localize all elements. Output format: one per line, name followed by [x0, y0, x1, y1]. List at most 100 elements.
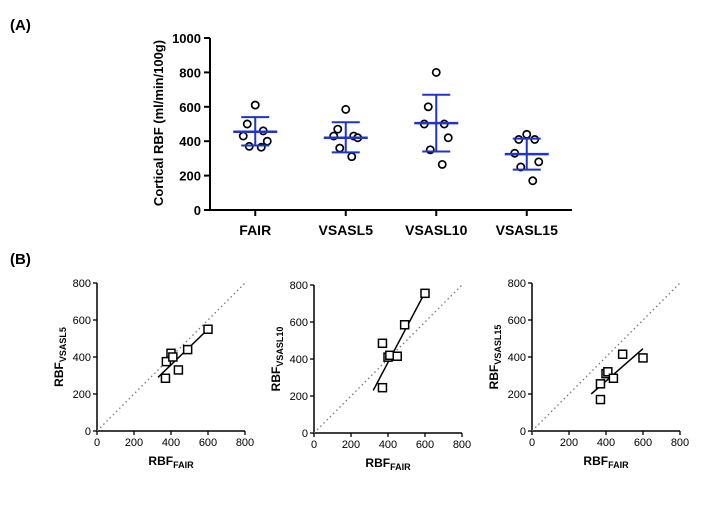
- panel-b1-y-tick-label: 200: [73, 389, 91, 401]
- panel-b2-data-point: [420, 288, 430, 299]
- panel-b2-x-tick-label: 200: [342, 439, 360, 451]
- panel-b3-x-tick-label: 600: [634, 437, 652, 449]
- panel-a-y-axis-label: Cortical RBF (ml/min/100g): [151, 40, 166, 206]
- panel-b2-x-axis-label: RBFFAIR: [365, 456, 411, 472]
- panel-b2-y-tick-label: 400: [290, 354, 308, 366]
- panel-b3-y-axis-label-main: RBF: [487, 365, 501, 390]
- panel-a-data-point: [335, 143, 345, 153]
- panel-b1-x-axis-label: RBFFAIR: [148, 454, 194, 470]
- panel-a-x-tick-label: FAIR: [239, 222, 271, 238]
- panel-a-data-point: [431, 67, 441, 77]
- panel-b2-x-tick-label: 400: [379, 439, 397, 451]
- panel-b2-y-tick-label: 200: [290, 391, 308, 403]
- panel-a-data-point: [534, 157, 544, 167]
- panel-b3-x-axis-label-sub: FAIR: [608, 460, 629, 470]
- panel-a-y-tick-label: 400: [179, 134, 201, 149]
- panel-b2-y-tick-label: 800: [290, 280, 308, 292]
- panel-b1-data-point: [160, 373, 171, 384]
- panel-b1-x-tick-label: 0: [94, 437, 100, 449]
- panel-b3-x-tick-label: 800: [671, 437, 689, 449]
- panel-b3-plot: 0 200 400 600 8000200400600800RBFFAIRRBFVSAS…: [487, 278, 689, 470]
- panel-b2-y-axis-label-main: RBF: [269, 367, 283, 392]
- panel-b3-identity-line: [531, 282, 681, 432]
- panel-a-data-point: [528, 176, 538, 186]
- panel-b3-data-point: [638, 353, 648, 363]
- panel-b3-y-tick-label: 600: [508, 315, 526, 327]
- panel-b3-y-axis-label-sub: VSASL15: [493, 325, 503, 365]
- panel-b2-data-point: [392, 351, 402, 361]
- panel-b3-data-point: [595, 394, 606, 405]
- panel-b3-x-tick-label: 0: [529, 437, 535, 449]
- panel-b1-data-point: [173, 365, 184, 375]
- panel-a-data-point: [437, 159, 447, 169]
- panel-b2-x-tick-label: 800: [453, 439, 471, 451]
- panel-b2-x-axis-label-main: RBF: [365, 456, 390, 470]
- panel-b1-x-axis-label-sub: FAIR: [173, 460, 194, 470]
- panel-b3-data-point: [603, 367, 613, 377]
- panel-label-b: (B): [10, 251, 31, 268]
- panel-a-x-tick-label: VSASL15: [496, 222, 558, 238]
- panel-b3-x-tick-label: 400: [597, 437, 615, 449]
- panel-a-y-tick-label: 600: [179, 100, 201, 115]
- panel-b3-y-axis-label: RBFVSASL15: [487, 325, 503, 390]
- panel-b1-data-point: [182, 344, 193, 355]
- panel-b3-y-tick-label: 400: [508, 352, 526, 364]
- panel-b1-data-point: [203, 324, 213, 334]
- panel-a-data-point: [250, 100, 260, 110]
- panel-b1-x-tick-label: 800: [236, 437, 254, 449]
- panel-a-data-point: [341, 104, 351, 114]
- panel-a-data-point: [333, 124, 343, 134]
- panel-a-y-tick-label: 800: [179, 65, 201, 80]
- panel-b2-y-tick-label: 0: [302, 428, 308, 440]
- panel-b2-x-tick-label: 600: [416, 439, 434, 451]
- panel-b2-data-point: [399, 320, 410, 330]
- panel-b2-x-tick-label: 0: [311, 439, 317, 451]
- panel-b2-y-axis-label-sub: VSASL10: [275, 327, 285, 367]
- panel-b1-y-tick-label: 400: [73, 352, 91, 364]
- panel-b3-data-point: [608, 373, 619, 384]
- panel-b3-data-point: [617, 349, 628, 359]
- panel-a-y-tick-label: 0: [194, 203, 201, 218]
- panel-a-data-point: [522, 129, 532, 139]
- panel-a-data-point: [238, 131, 248, 141]
- panel-b3-x-axis-label: RBFFAIR: [583, 454, 629, 470]
- panel-b2-fit-line: [372, 292, 426, 391]
- panel-b1-y-axis-label-main: RBF: [52, 362, 66, 387]
- panel-b1-y-tick-label: 0: [85, 426, 91, 438]
- panel-b1-x-tick-label: 200: [125, 437, 143, 449]
- panel-b1-y-tick-label: 600: [73, 315, 91, 327]
- panel-b2-y-tick-label: 600: [290, 317, 308, 329]
- panel-b3-x-axis-label-main: RBF: [583, 454, 608, 468]
- panel-b1-x-tick-label: 400: [162, 437, 180, 449]
- panel-b1-y-axis-label-sub: VSASL5: [58, 327, 68, 362]
- panel-b3-y-tick-label: 800: [508, 278, 526, 290]
- panel-b1-x-tick-label: 600: [199, 437, 217, 449]
- panel-b3-y-tick-label: 200: [508, 389, 526, 401]
- panel-a-plot: 0 200 400 600 800 1000 FAIR VSASL5 VSASL10 VSASL1…: [172, 31, 572, 238]
- panel-a-y-tick-label: 1000: [172, 31, 201, 46]
- panel-a-x-tick-label: VSASL10: [405, 222, 467, 238]
- panel-a-y-tick-label: 200: [179, 169, 201, 184]
- panel-b3-y-tick-label: 0: [520, 426, 526, 438]
- panel-label-a: (A): [10, 17, 31, 34]
- panel-a-x-tick-label: VSASL5: [319, 222, 374, 238]
- panel-b1-x-axis-label-main: RBF: [148, 454, 173, 468]
- panel-b2-data-point: [377, 338, 388, 349]
- panel-b3-data-point: [595, 379, 606, 389]
- panel-a-data-point: [443, 133, 453, 143]
- panel-b2-x-axis-label-sub: FAIR: [390, 462, 411, 472]
- panel-b1-y-axis-label: RBFVSASL5: [52, 327, 68, 387]
- panel-b2-y-axis-label: RBFVSASL10: [269, 327, 285, 392]
- panel-b2-data-point: [377, 382, 388, 393]
- panel-a-data-point: [423, 102, 433, 112]
- panel-a-data-point: [262, 136, 272, 146]
- panel-b1-data-point: [168, 352, 178, 362]
- panel-b1-plot: 0 200 400 600 8000200400600800RBFFAIRRBFVSAS…: [52, 278, 254, 470]
- panel-b1-y-tick-label: 800: [73, 278, 91, 290]
- panel-b3-x-tick-label: 200: [560, 437, 578, 449]
- panel-a-data-point: [242, 119, 252, 129]
- panel-b2-plot: 0 200 400 600 8000200400600800RBFFAIRRBFVSAS…: [269, 280, 471, 472]
- panel-a-data-point: [347, 152, 357, 162]
